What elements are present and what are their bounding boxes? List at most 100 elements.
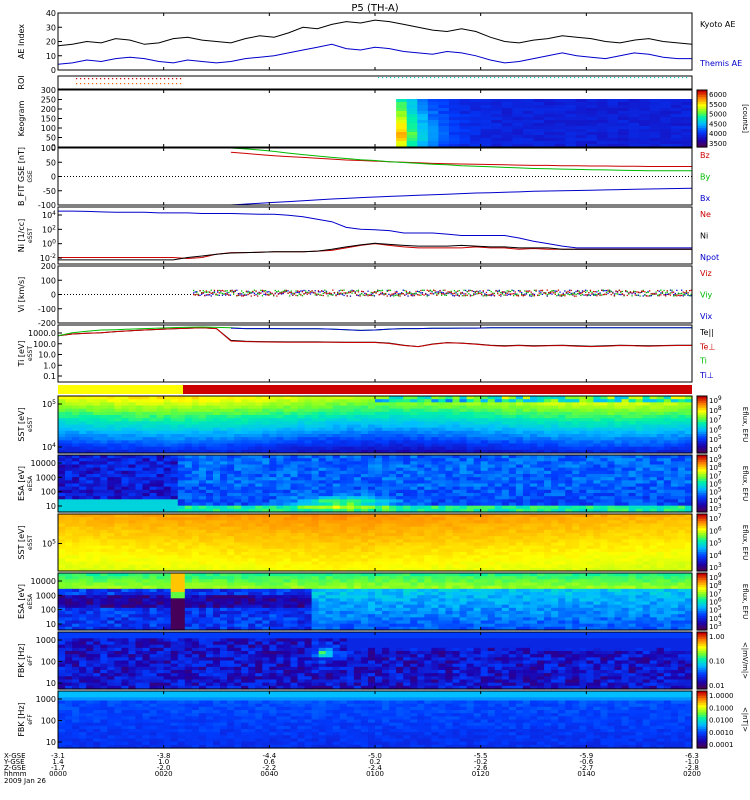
heat-cell bbox=[156, 508, 165, 513]
heat-cell bbox=[396, 129, 408, 133]
vi-point bbox=[687, 294, 689, 296]
vi-point bbox=[231, 291, 233, 293]
heat-cell bbox=[205, 443, 214, 448]
heat-cell bbox=[600, 499, 609, 504]
vi-point bbox=[684, 292, 686, 294]
heat-cell bbox=[114, 480, 122, 485]
heat-cell bbox=[93, 493, 101, 497]
heat-cell bbox=[607, 427, 616, 432]
heat-cell bbox=[297, 443, 306, 448]
bfit-legend-0: Bz bbox=[700, 151, 710, 160]
roi-dot bbox=[76, 78, 78, 80]
heat-cell bbox=[600, 415, 609, 419]
heat-cell bbox=[635, 486, 644, 491]
heat-cell bbox=[677, 474, 686, 478]
vi-point bbox=[636, 291, 638, 293]
heat-cell bbox=[424, 402, 432, 407]
heat-cell bbox=[234, 458, 242, 462]
heat-cell bbox=[656, 434, 665, 438]
vi-point bbox=[298, 293, 300, 295]
vi-point bbox=[586, 294, 588, 296]
heat-cell bbox=[241, 474, 249, 478]
heat-cell bbox=[191, 499, 200, 504]
y-tick-label: -200 bbox=[38, 319, 56, 328]
heat-cell bbox=[438, 117, 450, 121]
heat-cell bbox=[628, 461, 637, 466]
heat-cell bbox=[360, 493, 369, 497]
heat-cell bbox=[86, 415, 94, 419]
heat-cell bbox=[586, 474, 594, 478]
heat-cell bbox=[184, 486, 193, 491]
heat-cell bbox=[121, 402, 130, 407]
heat-cell bbox=[656, 467, 665, 472]
heat-cell bbox=[596, 144, 609, 148]
heat-cell bbox=[311, 505, 320, 510]
heat-cell bbox=[649, 464, 658, 469]
heat-cell bbox=[586, 480, 594, 485]
roi-dot bbox=[116, 78, 118, 80]
heat-cell bbox=[367, 480, 376, 485]
heat-cell bbox=[417, 418, 425, 422]
heat-cell bbox=[466, 411, 475, 416]
heat-cell bbox=[417, 449, 425, 454]
vi-point bbox=[343, 294, 345, 297]
heat-cell bbox=[621, 477, 630, 481]
heat-cell bbox=[522, 421, 531, 426]
heat-cell bbox=[297, 446, 306, 451]
vi-point bbox=[209, 291, 211, 293]
heat-cell bbox=[607, 105, 619, 109]
heat-cell bbox=[283, 474, 292, 478]
heat-cell bbox=[406, 117, 418, 121]
heat-cell bbox=[487, 483, 496, 488]
heat-cell bbox=[114, 430, 122, 435]
heat-cell bbox=[367, 508, 376, 513]
heat-cell bbox=[586, 411, 594, 416]
vi-point bbox=[500, 293, 502, 296]
heat-cell bbox=[424, 455, 432, 459]
heat-cell bbox=[558, 489, 566, 494]
heat-cell bbox=[227, 483, 235, 488]
heat-cell bbox=[466, 467, 475, 472]
vi-point bbox=[229, 289, 232, 292]
heat-cell bbox=[353, 455, 362, 459]
vi-point bbox=[289, 291, 291, 293]
heat-cell bbox=[248, 399, 256, 403]
heat-cell bbox=[515, 496, 524, 500]
heat-cell bbox=[255, 508, 263, 513]
heat-cell bbox=[100, 470, 108, 475]
heat-cell bbox=[438, 483, 447, 488]
vi-point bbox=[431, 290, 433, 293]
vi-point bbox=[319, 294, 321, 296]
heat-cell bbox=[522, 505, 531, 510]
heat-cell bbox=[586, 461, 594, 466]
heat-cell bbox=[191, 440, 200, 445]
heat-cell bbox=[501, 496, 510, 500]
vi-point bbox=[628, 292, 630, 294]
heat-cell bbox=[466, 446, 475, 451]
heat-cell bbox=[487, 489, 496, 494]
vi-point bbox=[647, 290, 649, 293]
heat-cell bbox=[79, 464, 87, 469]
heat-cell bbox=[304, 421, 313, 426]
heat-cell bbox=[607, 126, 619, 130]
sst_e-colorbar-label: 109 bbox=[709, 395, 722, 405]
vi-point bbox=[546, 295, 548, 297]
roi-dot bbox=[96, 83, 98, 85]
vi-point bbox=[554, 290, 556, 292]
heat-cell bbox=[212, 411, 221, 416]
heat-cell bbox=[227, 411, 235, 416]
heat-cell bbox=[554, 111, 566, 115]
heat-cell bbox=[121, 499, 130, 504]
heat-cell bbox=[614, 399, 623, 403]
heat-cell bbox=[318, 464, 327, 469]
vi-point bbox=[276, 295, 278, 297]
vi-point bbox=[218, 294, 220, 296]
heat-cell bbox=[346, 508, 355, 513]
heat-cell bbox=[234, 434, 242, 438]
heat-cell bbox=[191, 480, 200, 485]
heat-cell bbox=[58, 455, 66, 459]
heat-cell bbox=[72, 424, 80, 429]
roi-dot bbox=[542, 77, 544, 79]
heat-cell bbox=[424, 486, 432, 491]
heat-cell bbox=[100, 458, 108, 462]
